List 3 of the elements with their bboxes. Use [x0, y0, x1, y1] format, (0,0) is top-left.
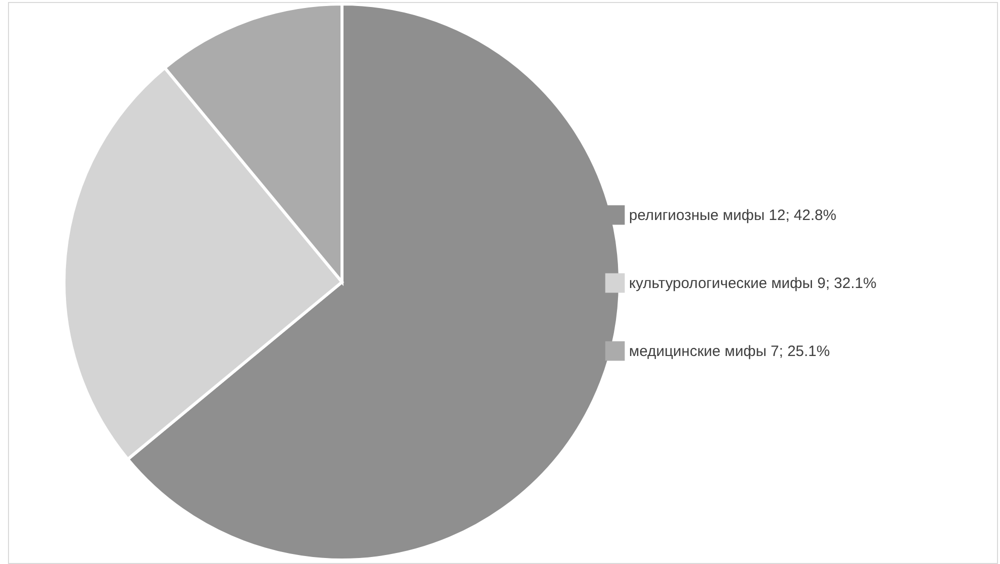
legend-label: культурологические мифы 9; 32.1% — [629, 275, 876, 292]
legend-label: религиозные мифы 12; 42.8% — [629, 207, 836, 224]
legend-label: медицинские мифы 7; 25.1% — [629, 343, 830, 360]
